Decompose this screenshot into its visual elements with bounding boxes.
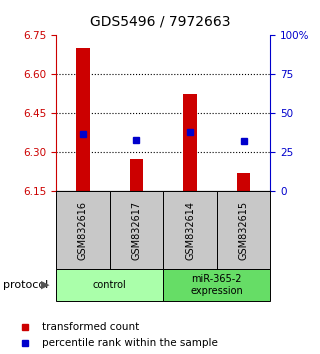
Bar [217,191,270,269]
Bar [56,269,163,301]
Text: protocol: protocol [3,280,48,290]
Text: miR-365-2
expression: miR-365-2 expression [190,274,243,296]
Bar [76,48,90,191]
Bar [237,173,250,191]
Text: GSM832616: GSM832616 [78,201,88,259]
Text: control: control [93,280,126,290]
Text: GSM832614: GSM832614 [185,201,195,259]
Bar [163,269,270,301]
Text: percentile rank within the sample: percentile rank within the sample [42,338,218,348]
Bar [130,159,143,191]
Text: GSM832615: GSM832615 [239,200,249,260]
Bar [163,191,217,269]
Bar [56,191,109,269]
Bar [109,191,163,269]
Text: GDS5496 / 7972663: GDS5496 / 7972663 [90,14,230,28]
Bar [183,94,197,191]
Text: ▶: ▶ [41,280,50,290]
Text: GSM832617: GSM832617 [132,200,141,260]
Text: transformed count: transformed count [42,322,140,332]
